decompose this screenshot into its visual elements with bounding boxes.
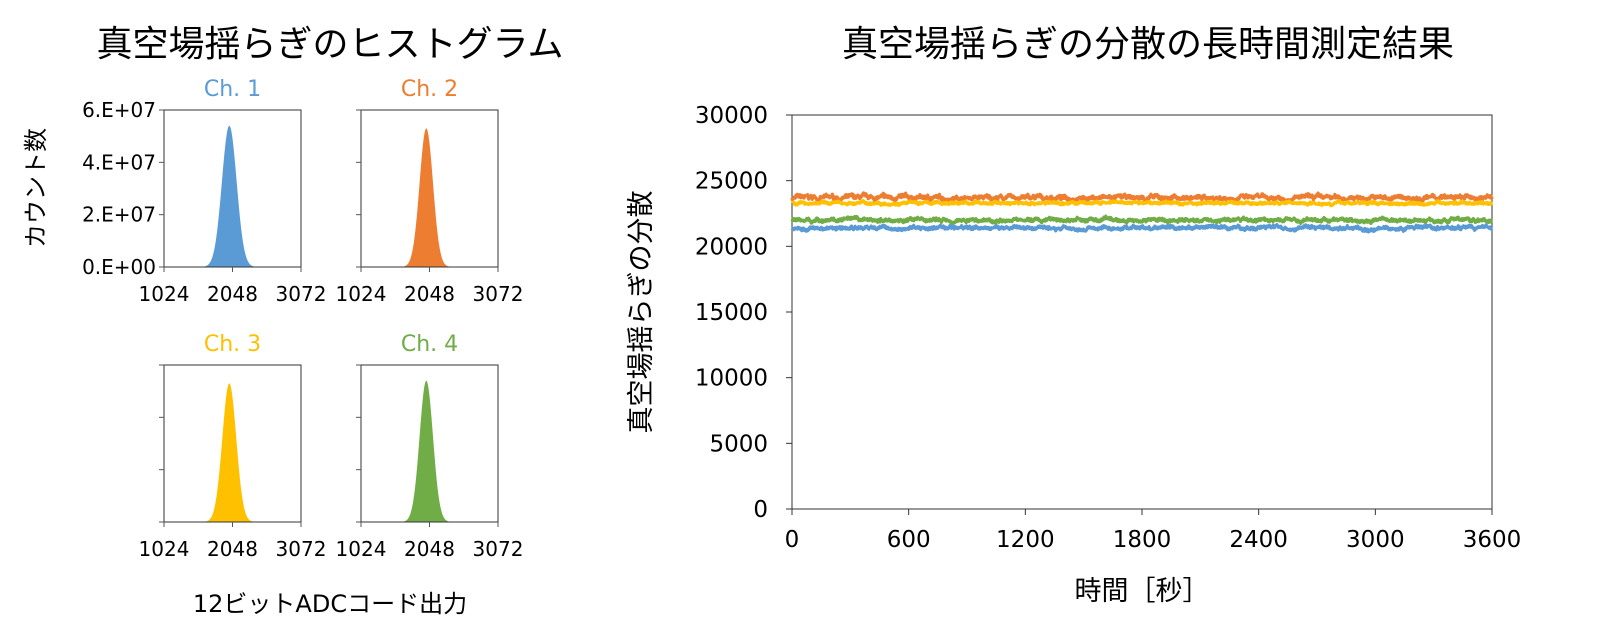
channel-label-2: Ch. 2 xyxy=(401,77,458,102)
channel-label-3: Ch. 3 xyxy=(204,332,261,357)
variance-ytick-label: 20000 xyxy=(695,234,768,260)
histogram-xtick-label: 2048 xyxy=(207,282,258,306)
histogram-ytick-label: 4.E+07 xyxy=(82,150,156,174)
variance-ylabel: 真空場揺らぎの分散 xyxy=(626,191,657,434)
variance-ytick-label: 25000 xyxy=(695,169,768,195)
variance-ytick-label: 5000 xyxy=(709,431,768,457)
variance-plot-frame xyxy=(791,114,1493,510)
histogram-ylabel: カウント数 xyxy=(22,128,50,248)
histogram-panels: Ch. 1 0.E+00 2.E+07 4.E+07 6.E+07 1024 2048 307… xyxy=(82,77,523,561)
histogram-area-4 xyxy=(361,380,498,522)
variance-series-2 xyxy=(790,199,1494,208)
variance-series-3 xyxy=(790,214,1494,225)
histogram-area-2 xyxy=(361,128,498,267)
histogram-xtick-label: 2048 xyxy=(404,537,455,561)
channel-label-4: Ch. 4 xyxy=(401,332,458,357)
histogram-xtick-label: 3072 xyxy=(473,537,524,561)
variance-xlabel: 時間［秒］ xyxy=(1075,576,1210,607)
variance-xtick-label: 0 xyxy=(785,527,800,553)
variance-ytick-label: 15000 xyxy=(695,300,768,326)
histogram-panel-4: Ch. 4 1024 2048 3072 xyxy=(336,332,524,561)
histogram-panel-1: Ch. 1 0.E+00 2.E+07 4.E+07 6.E+07 1024 2048 307… xyxy=(82,77,326,306)
variance-ytick-label: 10000 xyxy=(695,366,768,392)
histogram-xtick-label: 3072 xyxy=(276,282,327,306)
right-chart-title: 真空場揺らぎの分散の長時間測定結果 xyxy=(842,24,1454,65)
variance-series-1 xyxy=(790,191,1494,205)
histogram-xtick-label: 1024 xyxy=(336,537,387,561)
histogram-xtick-label: 3072 xyxy=(276,537,327,561)
channel-label-1: Ch. 1 xyxy=(204,77,261,102)
variance-series-4 xyxy=(790,223,1494,234)
histogram-panel-2: Ch. 2 1024 2048 3072 xyxy=(336,77,524,306)
histogram-xlabel: 12ビットADCコード出力 xyxy=(193,590,467,618)
variance-xtick-label: 600 xyxy=(887,527,931,553)
variance-xtick-label: 1800 xyxy=(1113,527,1172,553)
histogram-xtick-label: 2048 xyxy=(404,282,455,306)
variance-xtick-label: 3000 xyxy=(1346,527,1405,553)
histogram-ytick-label: 6.E+07 xyxy=(82,98,156,122)
histogram-area-3 xyxy=(164,383,301,522)
histogram-xtick-label: 1024 xyxy=(336,282,387,306)
histogram-ytick-label: 2.E+07 xyxy=(82,203,156,227)
histogram-panel-3: Ch. 3 1024 2048 3072 xyxy=(139,332,327,561)
variance-xtick-label: 2400 xyxy=(1229,527,1288,553)
variance-ytick-label: 30000 xyxy=(695,103,768,129)
histogram-xtick-label: 2048 xyxy=(207,537,258,561)
histogram-area-1 xyxy=(164,125,301,267)
histogram-xtick-label: 1024 xyxy=(139,282,190,306)
histogram-ytick-label: 0.E+00 xyxy=(82,255,156,279)
histogram-xtick-label: 3072 xyxy=(473,282,524,306)
variance-xtick-label: 3600 xyxy=(1463,527,1522,553)
histogram-xtick-label: 1024 xyxy=(139,537,190,561)
variance-chart: 0 5000 10000 15000 20000 25000 30000 0 600 1200 18… xyxy=(695,103,1521,553)
variance-ytick-label: 0 xyxy=(753,497,768,523)
variance-xtick-label: 1200 xyxy=(996,527,1055,553)
left-chart-title: 真空場揺らぎのヒストグラム xyxy=(97,24,564,65)
